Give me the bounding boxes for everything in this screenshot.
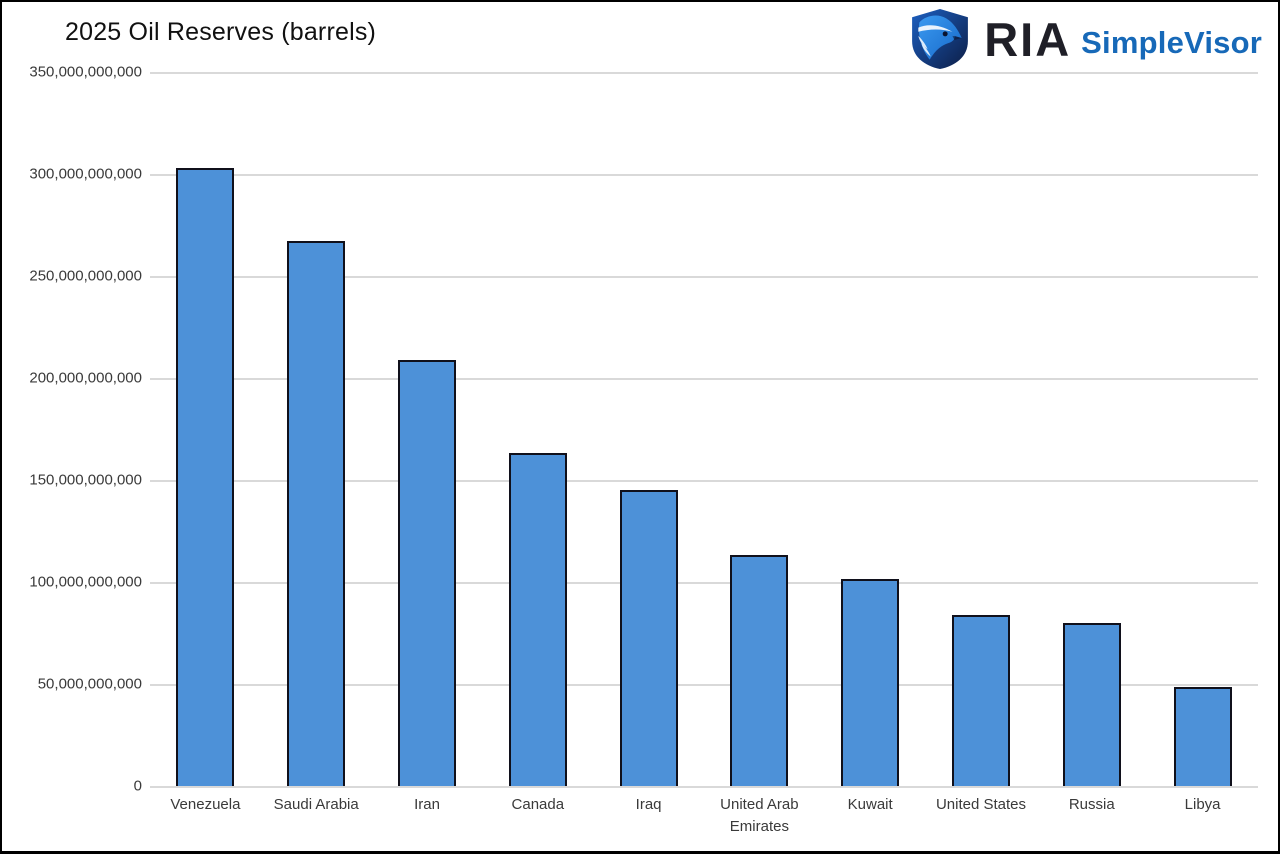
x-category-label: Venezuela [170, 796, 241, 813]
bar-libya [1173, 687, 1232, 786]
x-category-label: Canada [511, 796, 565, 813]
bar-united-states [951, 614, 1010, 786]
y-tick-label: 150,000,000,000 [29, 471, 142, 489]
y-tick-label: 50,000,000,000 [37, 675, 142, 693]
bar-slot [815, 72, 926, 786]
gridline [150, 786, 1258, 788]
bar-slot [150, 72, 261, 786]
gridline [150, 684, 1258, 686]
bar-united-arab-emirates [730, 555, 789, 786]
y-tick-label: 200,000,000,000 [29, 369, 142, 387]
bar-slot [926, 72, 1037, 786]
x-category-label: Russia [1068, 796, 1115, 813]
bar-slot [704, 72, 815, 786]
bar-saudi-arabia [287, 241, 346, 786]
bar-venezuela [176, 167, 235, 786]
bar-slot [261, 72, 372, 786]
gridline [150, 174, 1258, 176]
gridline [150, 582, 1258, 584]
bar-slot [593, 72, 704, 786]
bar-series [150, 72, 1258, 786]
ria-wordmark: RIA [984, 12, 1072, 66]
gridline [150, 378, 1258, 380]
bar-slot [372, 72, 483, 786]
x-category-label: United States [935, 796, 1026, 813]
bar-kuwait [841, 578, 900, 786]
chart-title: 2025 Oil Reserves (barrels) [65, 18, 377, 46]
x-category-label: Iran [414, 796, 440, 813]
ria-simplevisor-logo: RIA SimpleVisor [906, 8, 1262, 70]
y-tick-label: 350,000,000,000 [29, 63, 142, 81]
bar-russia [1062, 622, 1121, 786]
simplevisor-wordmark: SimpleVisor [1081, 24, 1262, 60]
bar-slot [1036, 72, 1147, 786]
x-category-label: Iraq [635, 796, 662, 813]
bar-iraq [619, 490, 678, 786]
x-axis-category-labels: Venezuela Saudi Arabia Iran Canada Iraq Unite… [150, 794, 1258, 838]
x-category-label: United Arab Emirates [720, 796, 799, 835]
y-tick-label: 0 [133, 777, 142, 795]
x-category-label: Saudi Arabia [273, 796, 359, 813]
bar-canada [508, 453, 567, 786]
ria-eagle-shield-icon [912, 9, 969, 69]
gridline [150, 480, 1258, 482]
y-axis-tick-labels: 350,000,000,000 300,000,000,000 250,000,00… [2, 64, 142, 795]
bar-iran [397, 360, 456, 786]
x-category-label: Libya [1184, 796, 1221, 813]
gridline [150, 72, 1258, 74]
y-tick-label: 250,000,000,000 [29, 267, 142, 285]
x-category-label: Kuwait [847, 796, 893, 813]
bar-slot [482, 72, 593, 786]
y-tick-label: 300,000,000,000 [29, 165, 142, 183]
plot-area [150, 72, 1258, 788]
gridline [150, 276, 1258, 278]
y-tick-label: 100,000,000,000 [29, 573, 142, 591]
bar-slot [1147, 72, 1258, 786]
